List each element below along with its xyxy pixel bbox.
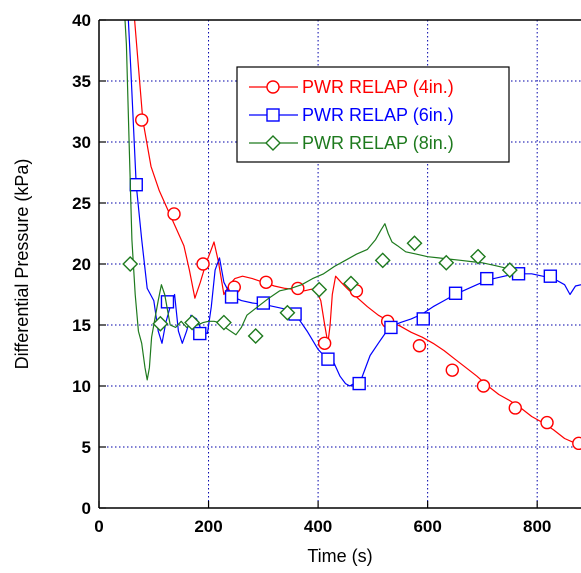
data-point-circle [476, 379, 491, 393]
x-tick-label: 400 [304, 517, 332, 536]
data-point-circle [540, 415, 554, 430]
data-point-square [480, 271, 494, 286]
series-1 [133, 20, 581, 451]
data-point-circle [135, 113, 149, 127]
data-point-circle [317, 336, 332, 350]
legend-label: PWR RELAP (6in.) [302, 105, 454, 125]
series-3 [122, 20, 518, 381]
y-tick-label: 10 [72, 377, 91, 396]
y-tick-label: 15 [72, 316, 91, 335]
data-point-diamond [247, 327, 264, 344]
data-point-diamond [470, 248, 487, 265]
data-point-diamond [438, 254, 455, 271]
data-point-square [448, 286, 463, 300]
data-point-diamond [342, 275, 359, 292]
data-point-circle [508, 401, 522, 415]
data-point-diamond [122, 256, 139, 272]
data-point-square [543, 269, 558, 283]
data-point-circle [572, 436, 581, 451]
data-point-square [193, 326, 207, 341]
data-point-diamond [501, 262, 518, 279]
data-point-diamond [184, 314, 201, 331]
y-tick-label: 35 [72, 72, 91, 91]
legend-marker-circle [266, 80, 280, 94]
data-point-diamond [406, 235, 423, 252]
legend-marker-square [266, 108, 280, 122]
data-point-circle [196, 257, 210, 271]
data-point-square [160, 295, 175, 309]
y-tick-label: 40 [72, 11, 91, 30]
data-point-square [352, 376, 366, 391]
series-2 [127, 20, 581, 391]
data-point-diamond [152, 315, 169, 332]
data-point-square [416, 312, 430, 326]
series-line-3 [124, 20, 516, 381]
data-point-square [224, 290, 239, 304]
data-point-diamond [311, 281, 328, 298]
legend-label: PWR RELAP (4in.) [302, 77, 454, 97]
x-tick-label: 800 [523, 517, 551, 536]
data-point-circle [259, 275, 273, 289]
x-axis-label: Time (s) [307, 546, 372, 566]
data-point-circle [445, 363, 459, 377]
data-point-circle [167, 207, 181, 221]
y-tick-label: 0 [82, 499, 91, 518]
data-point-diamond [279, 304, 296, 321]
y-tick-label: 25 [72, 194, 91, 213]
data-point-diamond [215, 314, 232, 331]
y-axis-label: Differential Pressure (kPa) [12, 159, 32, 370]
x-tick-label: 0 [94, 517, 103, 536]
data-point-circle [412, 339, 427, 353]
data-point-square [129, 177, 143, 192]
y-tick-label: 20 [72, 255, 91, 274]
legend-marker-diamond [265, 135, 281, 151]
x-tick-label: 600 [413, 517, 441, 536]
x-tick-label: 200 [194, 517, 222, 536]
y-tick-label: 5 [82, 438, 91, 457]
legend-label: PWR RELAP (8in.) [302, 133, 454, 153]
legend: PWR RELAP (4in.) PWR RELAP (6in.) PWR RELA… [236, 66, 510, 163]
y-tick-label: 30 [72, 133, 91, 152]
data-point-diamond [374, 252, 391, 269]
series-group [122, 20, 581, 451]
axis-ticks: 0 200 400 600 800 0 5 10 15 20 25 30 35 40 [72, 11, 551, 536]
data-point-square [321, 352, 335, 366]
data-point-square [384, 320, 398, 335]
